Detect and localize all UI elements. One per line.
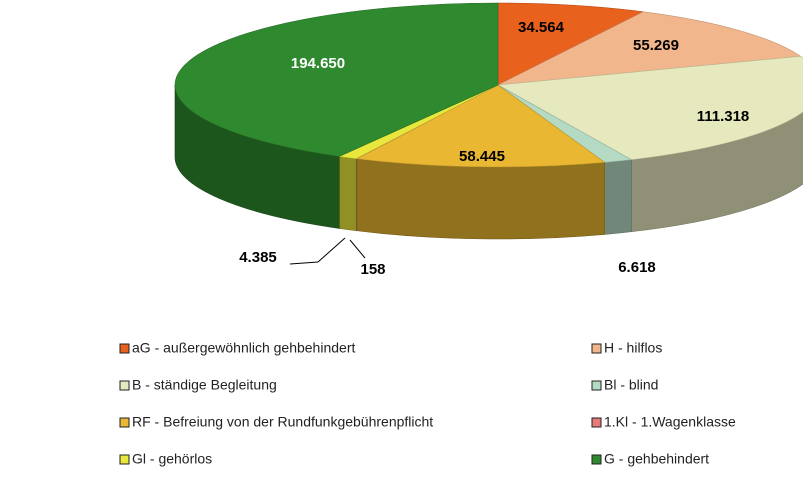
data-label: 158 bbox=[360, 261, 385, 278]
legend-label: G - gehbehindert bbox=[604, 451, 709, 467]
data-label: 4.385 bbox=[239, 249, 277, 266]
legend-label: B - ständige Begleitung bbox=[132, 377, 277, 393]
data-label: 55.269 bbox=[633, 37, 679, 54]
legend-swatch bbox=[119, 454, 130, 465]
data-label: 58.445 bbox=[459, 148, 505, 165]
leader-line bbox=[289, 237, 346, 265]
pie-slice bbox=[497, 11, 802, 86]
data-label: 111.318 bbox=[697, 108, 750, 125]
pie-slice bbox=[497, 2, 645, 86]
legend-swatch bbox=[119, 380, 130, 391]
data-label: 6.618 bbox=[618, 259, 656, 276]
legend-swatch bbox=[591, 343, 602, 354]
legend-label: Gl - gehörlos bbox=[132, 451, 212, 467]
pie-slice-side bbox=[604, 159, 632, 235]
legend-swatch bbox=[591, 417, 602, 428]
leader-line bbox=[349, 239, 366, 259]
legend-swatch bbox=[591, 380, 602, 391]
legend-label: Bl - blind bbox=[604, 377, 658, 393]
pie-slice-side bbox=[338, 156, 357, 232]
pie-slice bbox=[174, 2, 499, 157]
legend-label: H - hilflos bbox=[604, 340, 662, 356]
data-label: 34.564 bbox=[518, 19, 565, 36]
legend-swatch bbox=[119, 343, 130, 354]
legend-swatch bbox=[591, 454, 602, 465]
pie-slice-side bbox=[356, 158, 605, 240]
pie-slice bbox=[497, 55, 803, 160]
legend-swatch bbox=[119, 417, 130, 428]
legend-label: 1.Kl - 1.Wagenklasse bbox=[604, 414, 736, 430]
legend-label: aG - außergewöhnlich gehbehindert bbox=[132, 340, 355, 356]
data-label: 194.650 bbox=[291, 55, 345, 72]
pie-slice bbox=[355, 84, 606, 168]
legend-label: RF - Befreiung von der Rundfunkgebührenp… bbox=[132, 414, 433, 430]
